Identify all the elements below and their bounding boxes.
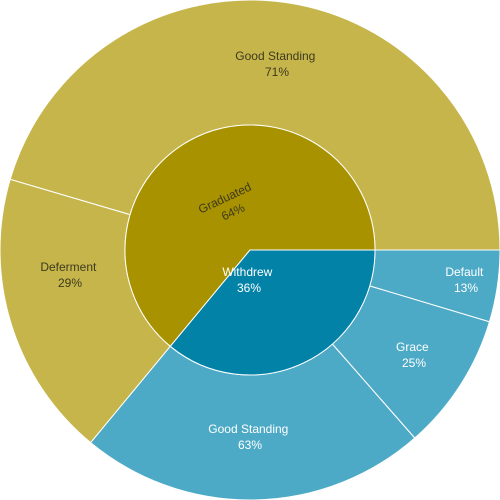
- outer-label-graduated-deferment: Deferment 29%: [40, 260, 99, 290]
- outer-label-graduated-good-standing: Good Standing 71%: [235, 49, 318, 79]
- inner-segment-withdrew[interactable]: [169, 249, 376, 376]
- outer-label-withdrew-good-standing: Good Standing 63%: [208, 422, 291, 452]
- inner-segment-graduated[interactable]: [124, 124, 376, 348]
- outer-label-withdrew-grace: Grace 25%: [396, 340, 432, 370]
- inner-label-withdrew: Withdrew 36%: [222, 265, 275, 295]
- outer-label-withdrew-default: Default 13%: [445, 265, 486, 295]
